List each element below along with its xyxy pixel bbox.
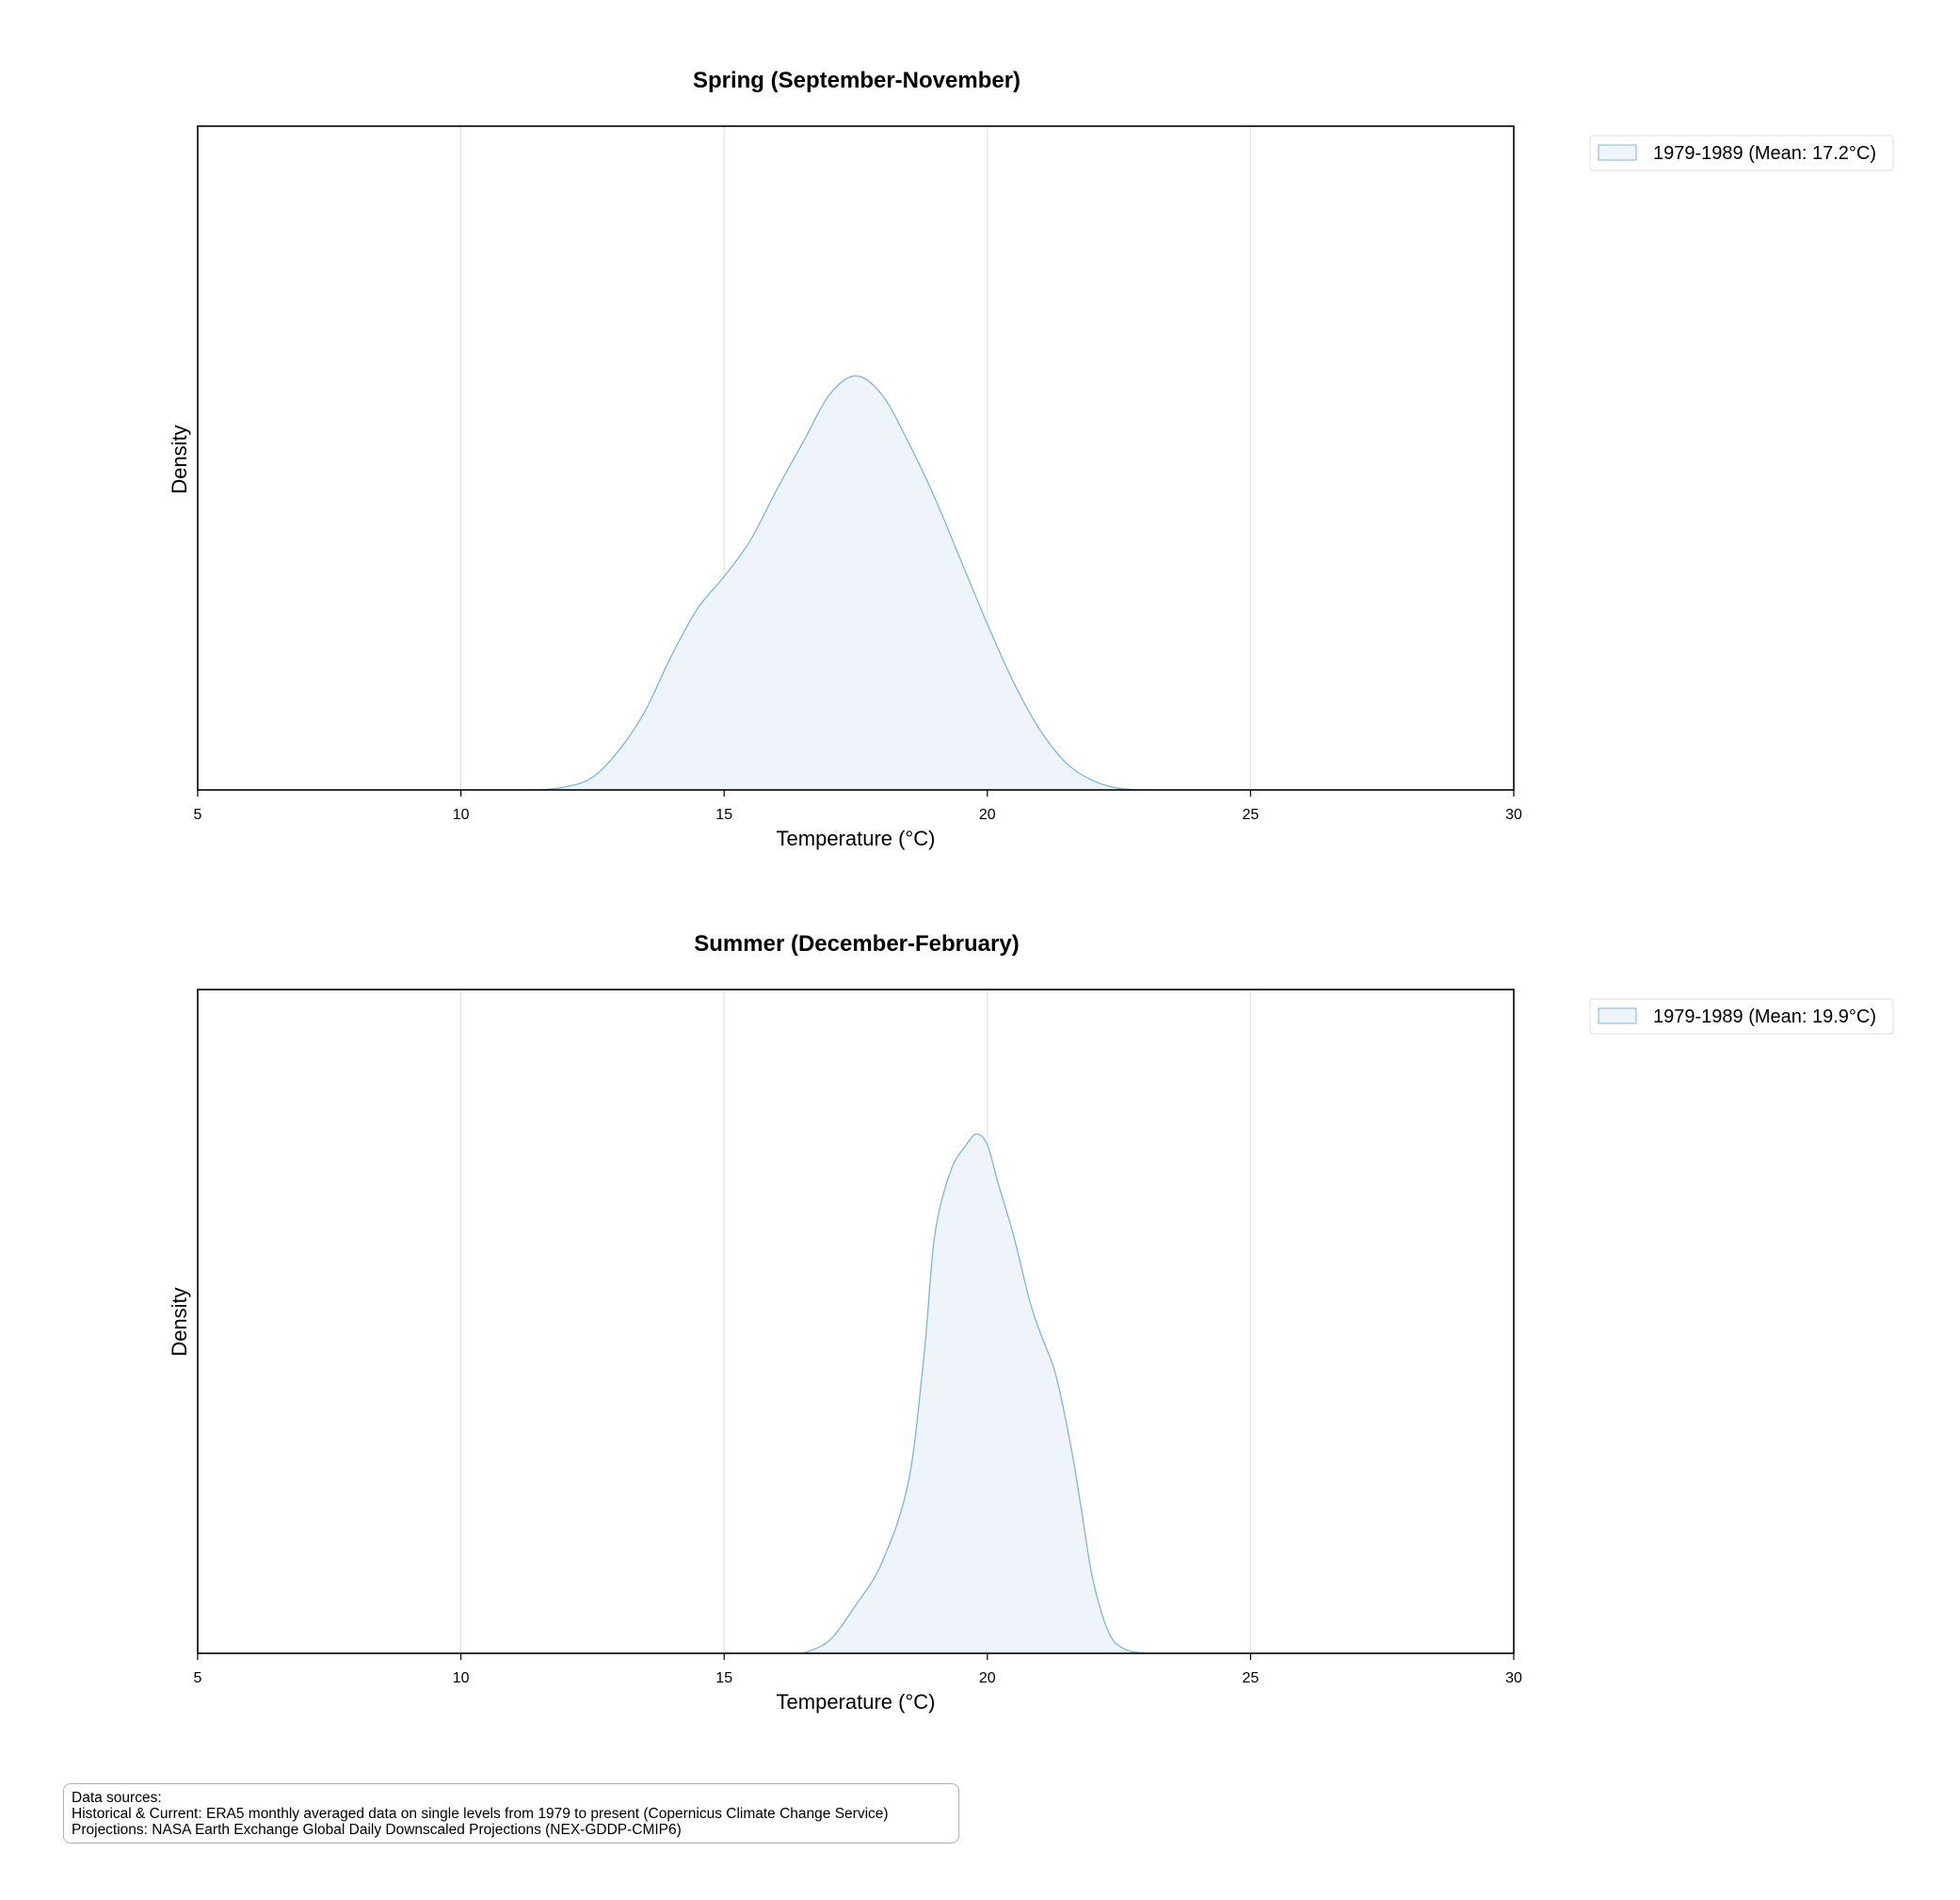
summer-panel: Summer (December-February) 5 10 15 20 25 30 T… <box>168 931 1894 1714</box>
spring-panel: Spring (September-November) 5 10 15 20 25 30 … <box>168 68 1894 850</box>
spring-y-axis-label: Density <box>168 425 191 493</box>
summer-legend-box <box>1589 998 1894 1035</box>
x-tick-label: 20 <box>979 807 996 823</box>
x-tick-label: 15 <box>715 807 732 823</box>
x-tick-label: 20 <box>979 1670 996 1686</box>
x-tick-label: 5 <box>194 807 202 823</box>
summer-x-axis-label: Temperature (°C) <box>777 1690 936 1714</box>
x-tick-label: 25 <box>1243 1670 1260 1686</box>
data-sources-heading: Data sources: <box>72 1790 162 1806</box>
summer-plot-frame <box>197 989 1515 1654</box>
x-tick-label: 30 <box>1505 807 1522 823</box>
x-tick-label: 5 <box>194 1670 202 1686</box>
summer-legend: 1979-1989 (Mean: 19.9°C) <box>1589 998 1894 1035</box>
data-sources-projections: Projections: NASA Earth Exchange Global … <box>72 1822 682 1838</box>
spring-legend: 1979-1989 (Mean: 17.2°C) <box>1589 135 1894 171</box>
x-tick-label: 10 <box>453 1670 470 1686</box>
spring-legend-label: 1979-1989 (Mean: 17.2°C) <box>1653 143 1876 164</box>
summer-density-area <box>802 1133 1146 1654</box>
summer-chart-title: Summer (December-February) <box>694 931 1019 957</box>
summer-y-axis-label: Density <box>168 1287 191 1356</box>
summer-x-ticks: 5 10 15 20 25 30 <box>194 1653 1522 1686</box>
density-fill <box>539 376 1146 790</box>
spring-x-axis-label: Temperature (°C) <box>777 827 936 850</box>
spring-legend-swatch <box>1598 144 1637 161</box>
spring-x-ticks: 5 10 15 20 25 30 <box>194 790 1522 823</box>
spring-chart-title: Spring (September-November) <box>693 68 1020 93</box>
summer-legend-swatch <box>1598 1007 1637 1024</box>
density-curve <box>802 1133 1146 1654</box>
density-fill <box>803 1134 1146 1653</box>
spring-legend-box <box>1589 135 1894 171</box>
data-sources-historical: Historical & Current: ERA5 monthly avera… <box>72 1806 889 1822</box>
x-tick-label: 30 <box>1505 1670 1522 1686</box>
x-tick-label: 10 <box>453 807 470 823</box>
x-tick-label: 25 <box>1243 807 1260 823</box>
density-curve <box>539 375 1146 791</box>
spring-plot-frame <box>197 125 1515 791</box>
spring-density-area <box>539 375 1146 791</box>
data-sources-box: Data sources: Historical & Current: ERA5… <box>63 1783 959 1844</box>
summer-grid <box>460 990 1252 1653</box>
x-tick-label: 15 <box>715 1670 732 1686</box>
summer-legend-label: 1979-1989 (Mean: 19.9°C) <box>1653 1006 1876 1027</box>
